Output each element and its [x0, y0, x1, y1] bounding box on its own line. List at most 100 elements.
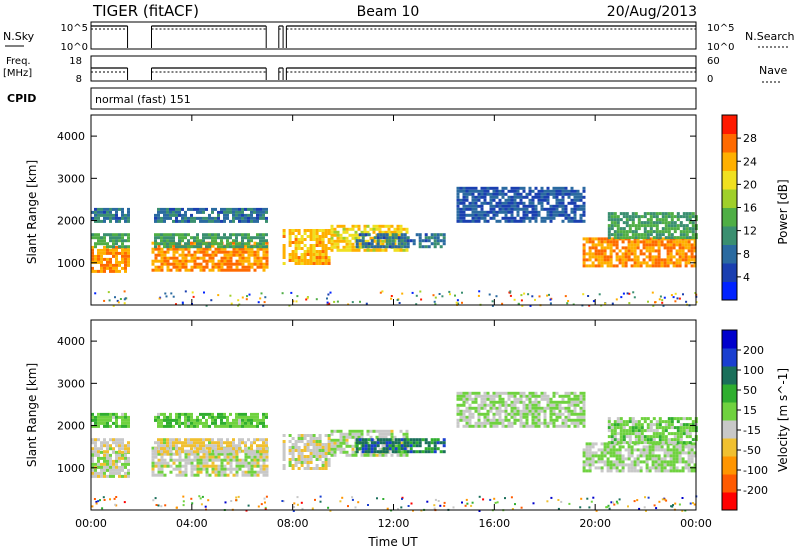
velocity-cell	[259, 418, 262, 422]
power-cell	[124, 266, 127, 270]
velocity-cell	[223, 455, 227, 459]
power-cell	[223, 256, 227, 260]
power-cell	[513, 189, 517, 193]
velocity-cell	[118, 456, 121, 460]
velocity-cell	[100, 444, 103, 448]
power-cell	[459, 201, 463, 205]
velocity-cell	[615, 463, 619, 467]
velocity-cell	[513, 421, 517, 425]
velocity-cell	[238, 458, 242, 462]
power-cell	[265, 207, 268, 211]
velocity-cell	[244, 441, 247, 445]
power-cell	[262, 247, 266, 251]
velocity-cell	[115, 471, 118, 475]
power-cell	[462, 213, 466, 217]
velocity-cell	[579, 394, 583, 398]
power-cell	[658, 230, 662, 234]
power-cell	[492, 189, 496, 193]
velocity-cell	[630, 451, 634, 455]
power-cell	[459, 213, 463, 217]
power-cell	[118, 236, 121, 240]
velocity-cell	[190, 447, 193, 451]
power-cell	[190, 213, 193, 217]
power-cell	[163, 262, 167, 266]
power-cell	[241, 250, 245, 254]
velocity-cell	[127, 459, 130, 463]
velocity-cell	[588, 466, 592, 470]
power-cell	[94, 233, 97, 237]
power-cell	[106, 263, 109, 267]
power-cell	[178, 262, 182, 266]
power-cell	[687, 258, 691, 262]
velocity-cell	[370, 438, 374, 442]
velocity-cell	[531, 406, 535, 410]
velocity-cell	[226, 421, 229, 425]
power-cell	[223, 250, 227, 254]
velocity-cell	[211, 452, 215, 456]
power-cell	[549, 216, 553, 220]
velocity-cell	[327, 440, 331, 443]
velocity-noise	[95, 500, 98, 503]
power-cell	[97, 236, 100, 240]
power-cell	[172, 259, 176, 263]
velocity-cell	[112, 450, 115, 454]
velocity-cell	[223, 441, 226, 445]
power-cell	[462, 198, 466, 202]
velocity-cell	[202, 424, 205, 428]
power-cell	[525, 213, 529, 217]
velocity-cell	[652, 435, 656, 439]
velocity-cell	[682, 417, 686, 421]
power-cell	[318, 229, 322, 232]
velocity-cell	[151, 467, 155, 471]
velocity-cell	[369, 429, 373, 433]
velocity-cell	[220, 464, 224, 468]
velocity-noise	[386, 507, 389, 510]
velocity-cell	[582, 403, 586, 407]
velocity-cell	[657, 457, 661, 461]
power-cell	[312, 250, 316, 253]
power-cell	[543, 192, 547, 196]
power-cell	[121, 236, 124, 240]
velocity-cell	[567, 391, 571, 395]
power-ytick-label: 2000	[57, 215, 85, 228]
velocity-cell	[378, 447, 382, 451]
velocity-noise	[489, 498, 492, 501]
power-cell	[634, 212, 638, 216]
velocity-cell	[154, 452, 158, 456]
velocity-cell	[534, 397, 538, 401]
velocity-cell	[597, 454, 601, 458]
power-cell	[229, 262, 233, 266]
power-cell	[300, 235, 304, 238]
velocity-cell	[220, 421, 223, 425]
power-cell	[534, 204, 538, 208]
velocity-cell	[492, 397, 496, 401]
velocity-cell	[190, 461, 194, 465]
power-cell	[303, 256, 307, 259]
nsky-panel: N.Sky 10^5 10^0 10^5 10^0 N.Search	[3, 21, 795, 53]
velocity-cell	[528, 391, 532, 395]
power-cell	[610, 227, 614, 231]
power-cell	[187, 253, 191, 257]
power-cell	[600, 237, 604, 241]
power-cell	[157, 242, 160, 246]
power-cell	[366, 248, 370, 252]
power-cell	[265, 259, 269, 263]
power-cell	[648, 258, 652, 262]
velocity-cell	[97, 450, 100, 454]
power-cell	[549, 210, 553, 214]
velocity-cell	[660, 457, 664, 461]
power-noise	[415, 294, 418, 297]
velocity-cell	[507, 403, 511, 407]
power-cell	[214, 219, 217, 223]
velocity-cell	[106, 444, 109, 448]
power-cell	[351, 248, 355, 252]
power-cell	[262, 265, 266, 269]
velocity-cell	[624, 448, 628, 452]
power-cell	[561, 207, 565, 211]
power-cell	[118, 245, 121, 249]
velocity-cell	[202, 447, 205, 451]
power-cell	[178, 213, 181, 217]
velocity-cell	[127, 421, 130, 425]
velocity-cell	[576, 394, 580, 398]
